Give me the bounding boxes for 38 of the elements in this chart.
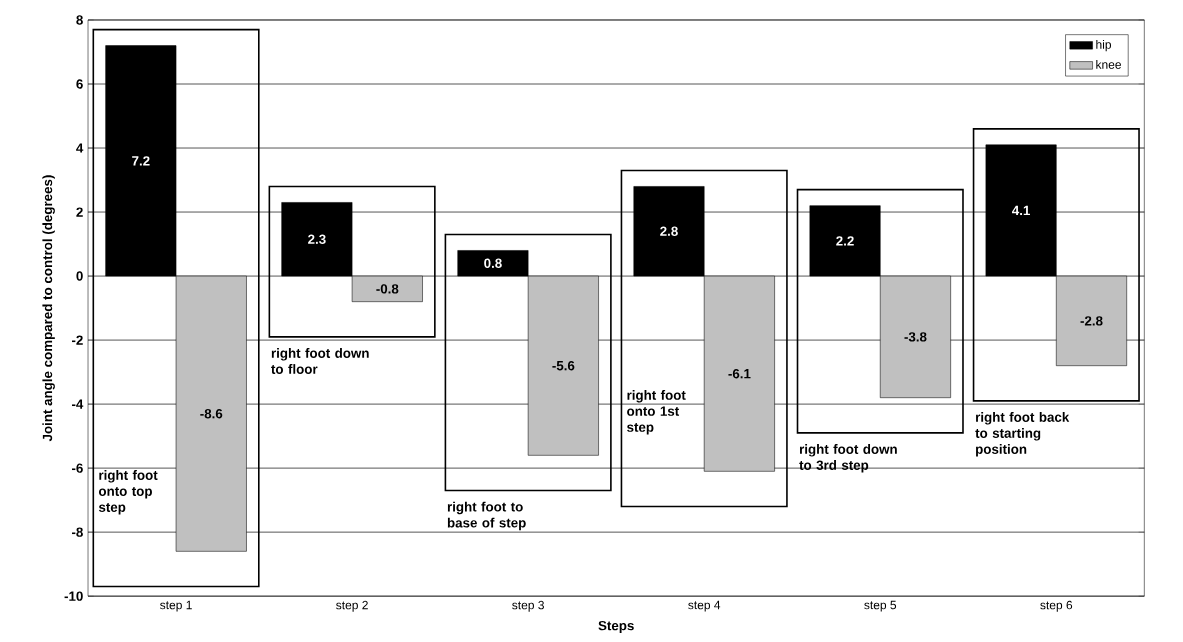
data-label: -5.6	[552, 361, 575, 371]
data-label: 4.1	[1012, 206, 1030, 216]
data-label: -2.8	[1080, 316, 1103, 326]
y-tick-label: 2	[76, 207, 83, 217]
y-axis-title: Joint angle compared to control (degrees)	[42, 175, 55, 442]
data-label: 2.3	[308, 234, 326, 245]
y-tick-label: -4	[71, 399, 84, 409]
annotation: right foot down to floor	[271, 348, 369, 375]
x-tick-label: step 6	[1040, 601, 1073, 612]
x-tick-label: step 2	[336, 601, 368, 612]
annotation: right foot back to starting position	[975, 412, 1070, 457]
legend-label: hip	[1096, 40, 1112, 52]
x-tick-label: step 4	[688, 601, 721, 612]
y-tick-label: -6	[71, 463, 83, 474]
y-tick-label: 6	[76, 79, 83, 89]
y-tick-label: 0	[76, 271, 83, 282]
data-label: 7.2	[132, 156, 150, 166]
y-tick-label: 8	[76, 15, 83, 25]
data-label: -3.8	[904, 332, 927, 342]
annotation: right foot to base of step	[447, 501, 526, 531]
x-tick-label: step 3	[512, 601, 544, 612]
data-label: -6.1	[728, 369, 751, 379]
data-label: 2.2	[836, 236, 854, 246]
y-tick-label: -2	[71, 335, 83, 345]
y-tick-label: -10	[64, 591, 83, 602]
annotation: right foot onto top step	[98, 470, 158, 515]
data-label: -0.8	[376, 284, 399, 294]
data-label: -8.6	[200, 409, 223, 419]
legend-label: knee	[1096, 60, 1122, 70]
data-label: 0.8	[484, 258, 502, 269]
annotation: right foot down to 3rd step	[799, 444, 897, 473]
y-tick-label: -8	[71, 527, 83, 538]
x-axis-title: Steps	[598, 621, 634, 634]
x-tick-label: step 5	[864, 601, 897, 612]
data-label: 2.8	[660, 226, 678, 237]
y-tick-label: 4	[76, 143, 84, 153]
annotation: right foot onto 1st step	[627, 390, 686, 435]
x-tick-label: step 1	[160, 601, 192, 612]
